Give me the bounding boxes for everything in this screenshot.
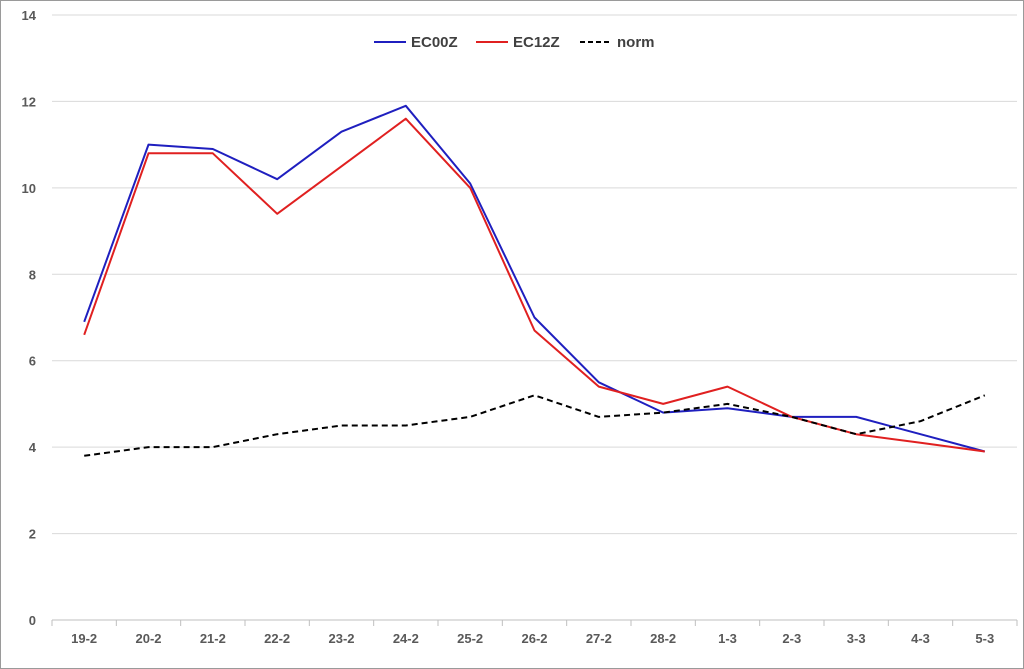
series-layer: [83, 104, 986, 457]
legend-item-norm: norm: [580, 34, 655, 51]
x-tick-label: 26-2: [521, 631, 547, 646]
y-tick-label: 14: [22, 8, 37, 23]
y-tick-labels: 0 2 4 6 8 10 12 14: [22, 8, 37, 628]
y-tick-label: 4: [29, 440, 37, 455]
legend-label: EC00Z: [411, 34, 458, 51]
x-tick-label: 19-2: [71, 631, 97, 646]
series-line-ec12z: [83, 117, 985, 453]
x-tick-label: 28-2: [650, 631, 676, 646]
x-tick-label: 4-3: [911, 631, 930, 646]
legend-label: EC12Z: [513, 34, 560, 51]
legend-item-ec12z: EC12Z: [476, 34, 560, 51]
y-tick-label: 8: [29, 267, 36, 282]
legend-item-ec00z: EC00Z: [374, 34, 458, 51]
x-tick-label: 2-3: [782, 631, 801, 646]
x-tick-label: 24-2: [393, 631, 419, 646]
x-tick-label: 20-2: [135, 631, 161, 646]
y-tick-label: 10: [22, 181, 36, 196]
grid-layer: [52, 14, 1017, 621]
y-tick-label: 2: [29, 527, 36, 542]
x-tick-labels: 19-2 20-2 21-2 22-2 23-2 24-2 25-2 26-2 27-2 28-2…: [51, 620, 1018, 646]
legend-label: norm: [617, 34, 655, 51]
y-tick-label: 0: [29, 613, 36, 628]
x-tick-label: 23-2: [328, 631, 354, 646]
x-tick-label: 27-2: [586, 631, 612, 646]
x-tick-label: 1-3: [718, 631, 737, 646]
series-line-ec00z: [83, 104, 986, 453]
x-tick-label: 5-3: [975, 631, 994, 646]
x-tick-label: 22-2: [264, 631, 290, 646]
y-tick-label: 6: [29, 354, 36, 369]
x-tick-label: 25-2: [457, 631, 483, 646]
series-line-norm: [84, 394, 986, 457]
y-tick-label: 12: [22, 94, 36, 109]
legend: EC00Z EC12Z norm: [374, 34, 655, 51]
x-tick-label: 3-3: [847, 631, 866, 646]
x-tick-label: 21-2: [200, 631, 226, 646]
